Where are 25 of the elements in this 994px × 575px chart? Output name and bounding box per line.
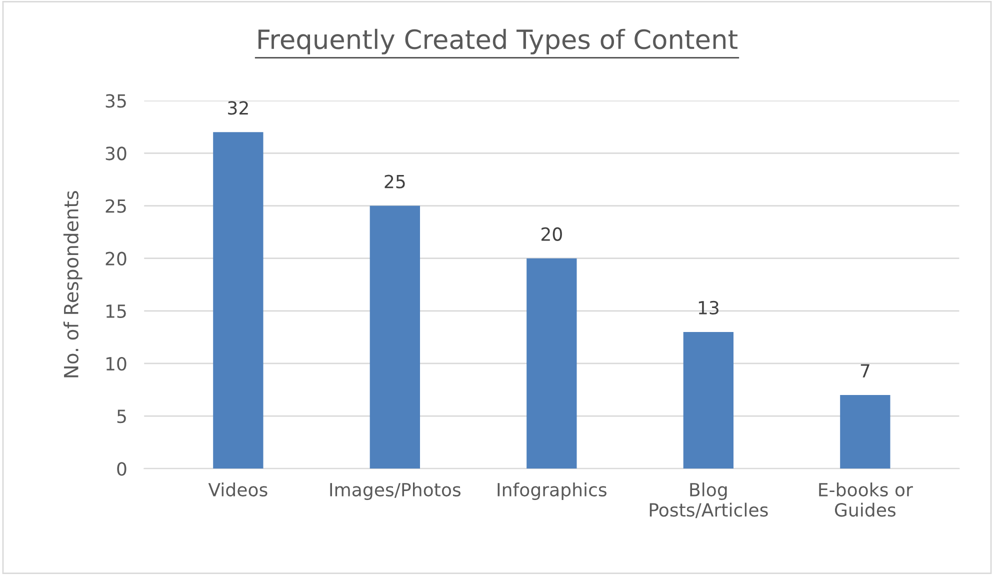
y-tick-label: 25: [106, 199, 126, 213]
data-label: 32: [228, 101, 248, 115]
y-tick-label: 15: [106, 304, 126, 318]
x-tick-label: Videos: [208, 482, 268, 496]
data-label: 13: [698, 300, 718, 315]
y-tick-label: 10: [106, 356, 126, 371]
x-tick-label: Images/Photos: [330, 482, 461, 500]
x-tick-label: Infographics: [498, 482, 606, 500]
bar: [526, 258, 577, 469]
y-tick-label: 5: [117, 410, 126, 424]
x-tick-label: E-books or Guides: [819, 482, 913, 517]
y-tick-label: 0: [117, 462, 126, 476]
data-label: 20: [542, 227, 562, 241]
data-label: 7: [860, 364, 870, 378]
chart-title: Frequently Created Types of Content: [258, 28, 738, 54]
bar: [370, 206, 420, 469]
y-tick-label: 30: [106, 146, 126, 160]
data-label: 25: [384, 174, 405, 188]
bar: [683, 332, 734, 469]
bar: [840, 395, 890, 469]
bar: [213, 132, 264, 469]
y-tick-label: 35: [106, 94, 126, 108]
y-axis-title: No. of Respondents: [63, 191, 82, 378]
y-tick-label: 20: [106, 252, 126, 266]
x-tick-label: Blog Posts/Articles: [650, 482, 768, 518]
